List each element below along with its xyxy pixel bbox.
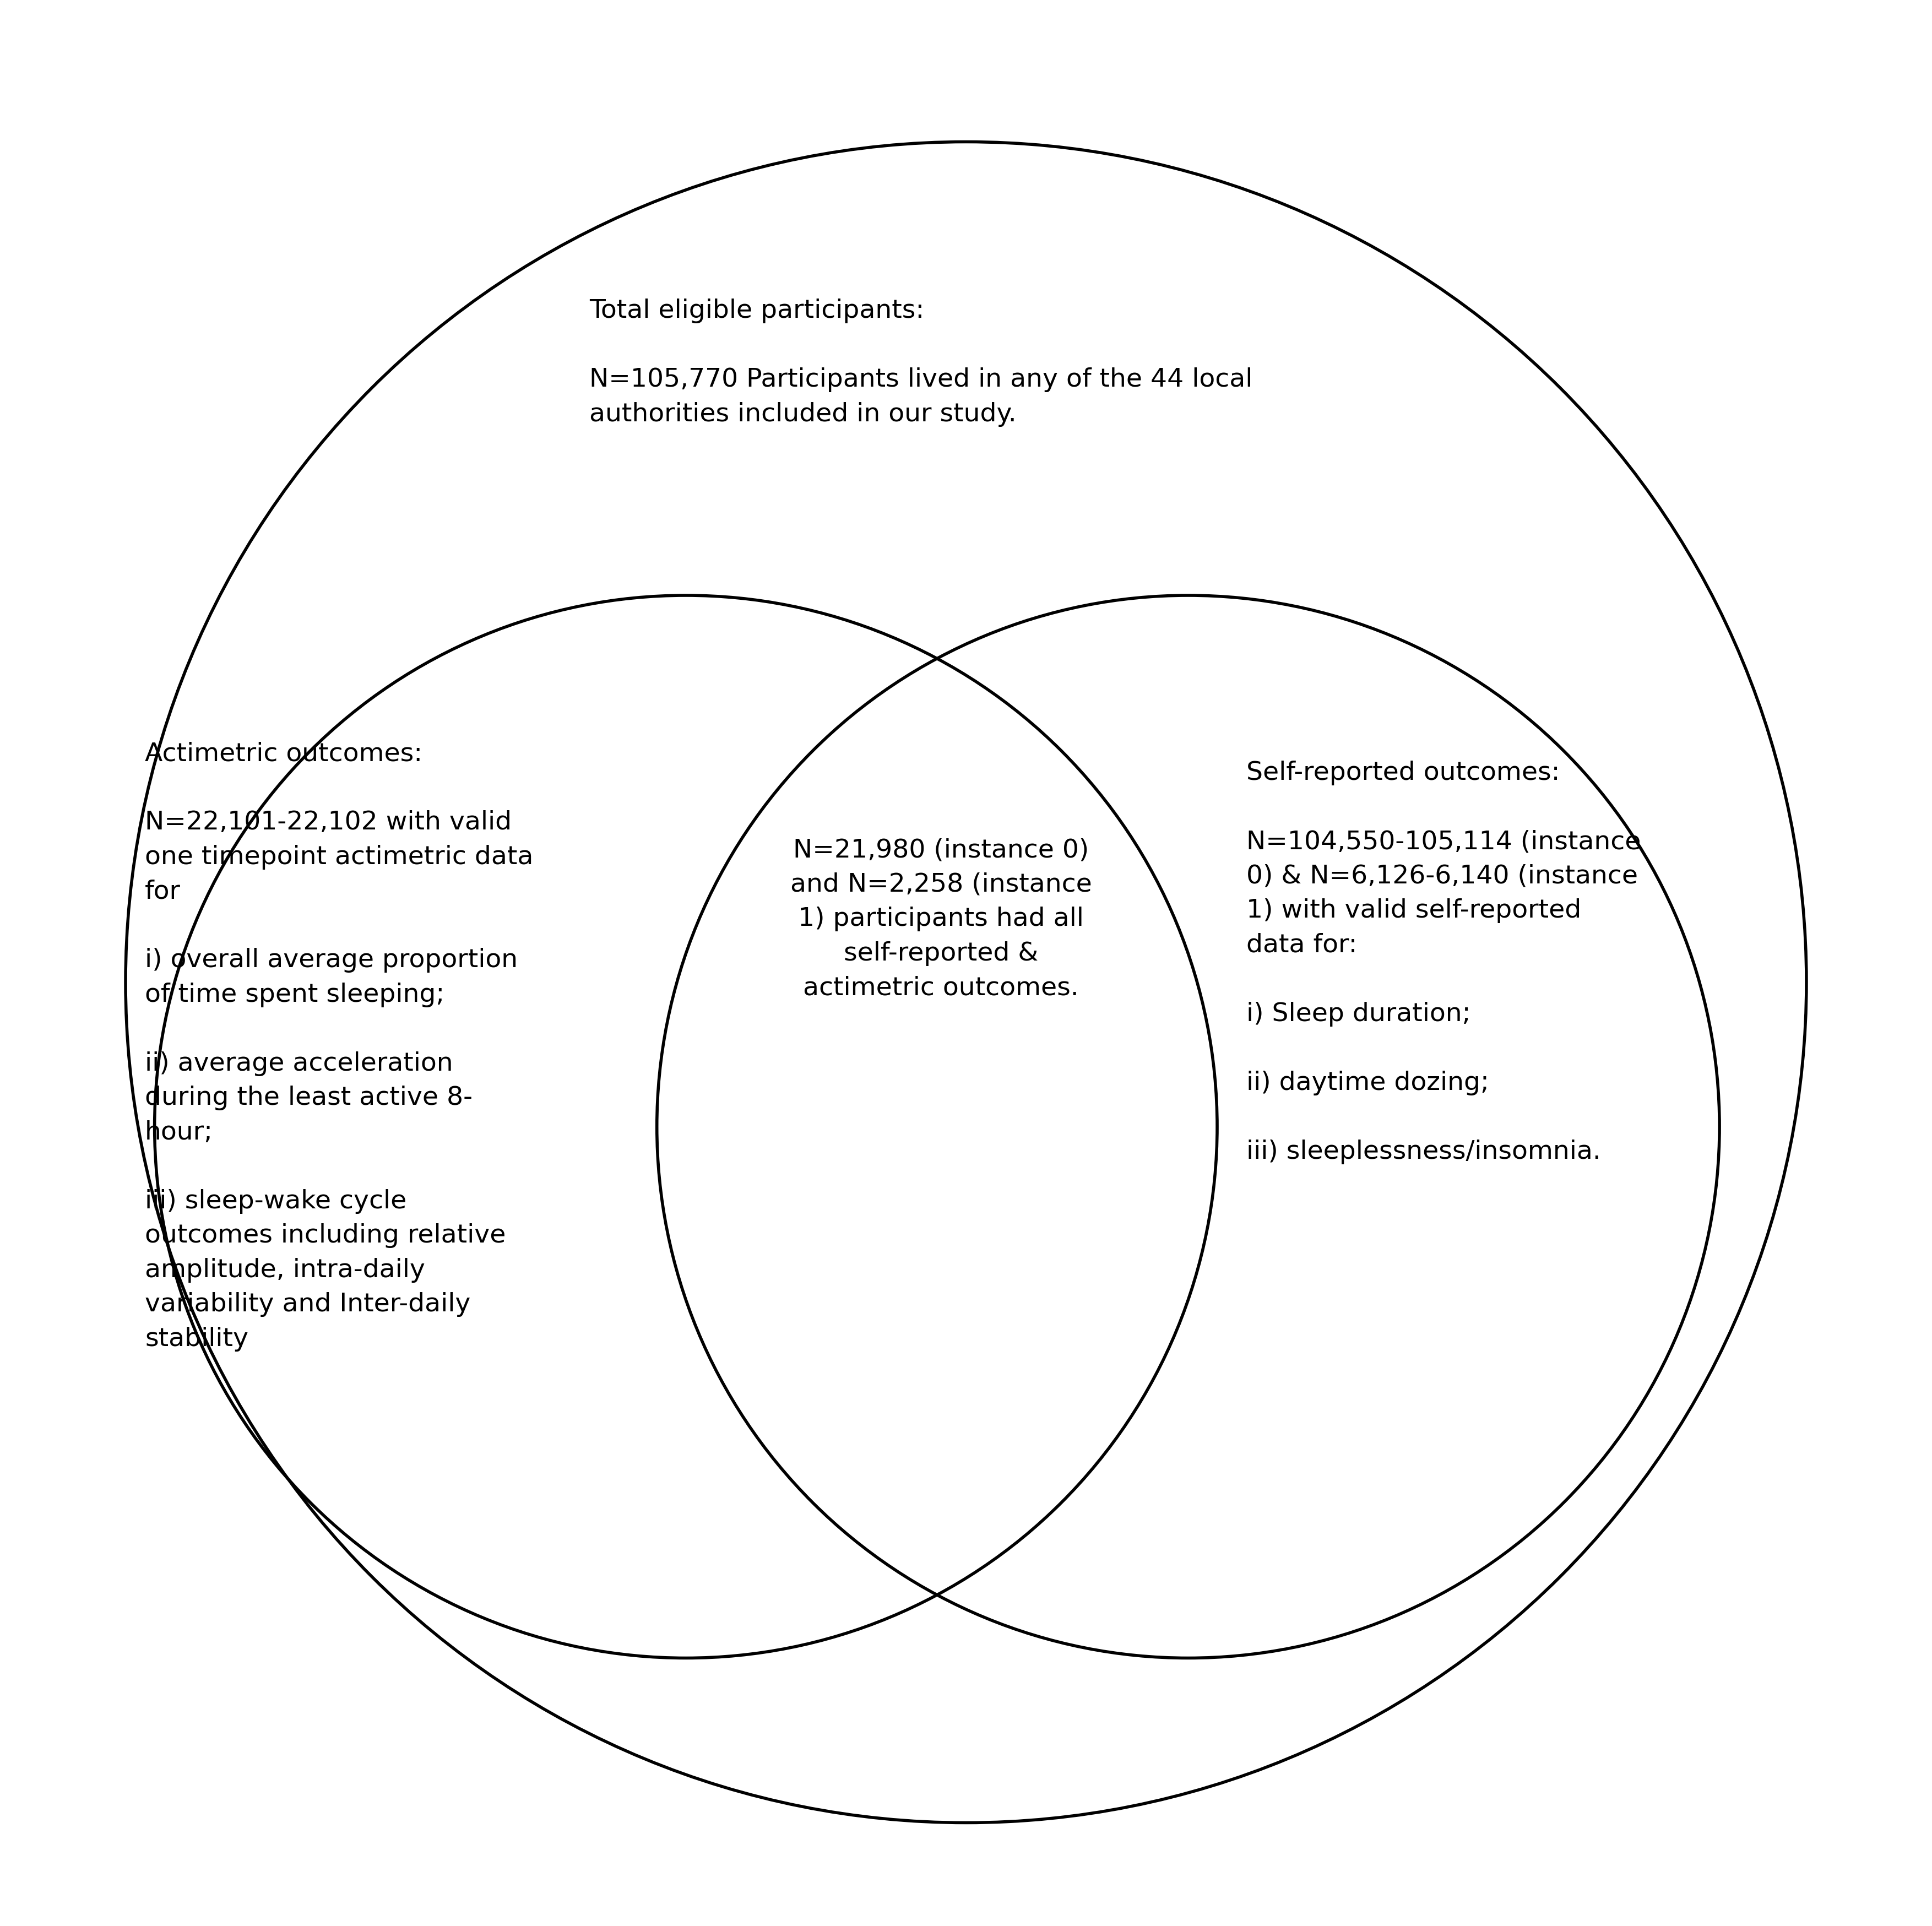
Text: Total eligible participants:

N=105,770 Participants lived in any of the 44 loca: Total eligible participants: N=105,770 P…	[589, 299, 1252, 426]
Text: Actimetric outcomes:

N=22,101-22,102 with valid
one timepoint actimetric data
f: Actimetric outcomes: N=22,101-22,102 wit…	[145, 742, 533, 1352]
Text: Self-reported outcomes:

N=104,550-105,114 (instance
0) & N=6,126-6,140 (instanc: Self-reported outcomes: N=104,550-105,11…	[1246, 761, 1640, 1163]
Text: N=21,980 (instance 0)
and N=2,258 (instance
1) participants had all
self-reporte: N=21,980 (instance 0) and N=2,258 (insta…	[790, 838, 1092, 1000]
